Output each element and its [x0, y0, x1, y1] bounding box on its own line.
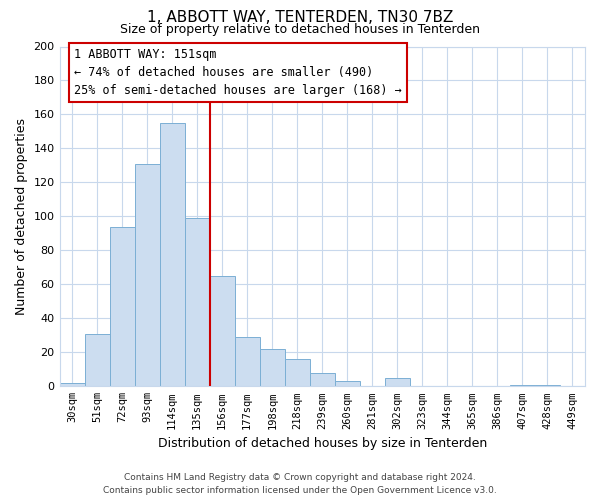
Bar	[110, 226, 134, 386]
Y-axis label: Number of detached properties: Number of detached properties	[15, 118, 28, 315]
Bar	[59, 383, 85, 386]
Text: 1 ABBOTT WAY: 151sqm
← 74% of detached houses are smaller (490)
25% of semi-deta: 1 ABBOTT WAY: 151sqm ← 74% of detached h…	[74, 48, 402, 97]
Bar	[160, 123, 185, 386]
Text: Contains HM Land Registry data © Crown copyright and database right 2024.
Contai: Contains HM Land Registry data © Crown c…	[103, 474, 497, 495]
Text: Size of property relative to detached houses in Tenterden: Size of property relative to detached ho…	[120, 22, 480, 36]
Bar	[335, 381, 360, 386]
Bar	[209, 276, 235, 386]
Text: 1, ABBOTT WAY, TENTERDEN, TN30 7BZ: 1, ABBOTT WAY, TENTERDEN, TN30 7BZ	[147, 10, 453, 25]
Bar	[385, 378, 410, 386]
Bar	[134, 164, 160, 386]
Bar	[260, 349, 285, 387]
Bar	[85, 334, 110, 386]
Bar	[535, 384, 560, 386]
X-axis label: Distribution of detached houses by size in Tenterden: Distribution of detached houses by size …	[158, 437, 487, 450]
Bar	[235, 337, 260, 386]
Bar	[510, 384, 535, 386]
Bar	[285, 359, 310, 386]
Bar	[185, 218, 209, 386]
Bar	[310, 372, 335, 386]
